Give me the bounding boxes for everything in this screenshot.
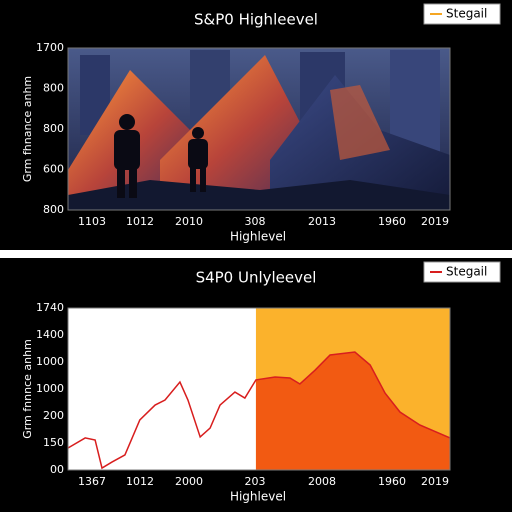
legend-box xyxy=(423,3,501,25)
y-tick-label: 1400 xyxy=(36,328,64,341)
x-tick-label: 1960 xyxy=(378,215,406,228)
area xyxy=(255,352,450,470)
chart-title: S&P0 Highleevel xyxy=(194,11,318,29)
x-tick-label: 2019 xyxy=(421,475,449,488)
x-tick-label: 2000 xyxy=(175,475,203,488)
x-axis-label: Highlevel xyxy=(230,230,286,244)
x-axis-label: Highlevel xyxy=(230,490,286,504)
line xyxy=(67,351,451,470)
x-tick-label: 2013 xyxy=(308,215,336,228)
chart-title: S4P0 Unlyleevel xyxy=(196,269,317,287)
plot-frame xyxy=(67,307,451,471)
y-tick-label: 800 xyxy=(43,203,64,216)
legend-label: Stegail xyxy=(446,265,487,279)
x-tick-label: 1103 xyxy=(78,215,106,228)
y-tick-label: 800 xyxy=(43,82,64,95)
x-tick-label: 1012 xyxy=(126,215,154,228)
y-tick-label: 1740 xyxy=(36,301,64,314)
illustration xyxy=(68,48,450,210)
x-tick-label: 203 xyxy=(245,475,266,488)
x-tick-label: 2010 xyxy=(175,215,203,228)
legend-box xyxy=(423,261,501,283)
y-tick-label: 600 xyxy=(43,163,64,176)
x-tick-label: 1367 xyxy=(78,475,106,488)
legend-label: Stegail xyxy=(446,7,487,21)
y-tick-label: 150 xyxy=(43,436,64,449)
y-axis-label: Grm fnnnce anhm xyxy=(21,339,34,439)
y-tick-label: 200 xyxy=(43,409,64,422)
y-tick-label: 800 xyxy=(43,122,64,135)
x-tick-label: 308 xyxy=(245,215,266,228)
x-tick-label: 1960 xyxy=(378,475,406,488)
x-tick-label: 1012 xyxy=(126,475,154,488)
x-tick-label: 2008 xyxy=(308,475,336,488)
y-tick-label: 1700 xyxy=(36,41,64,54)
y-tick-label: 1000 xyxy=(36,355,64,368)
y-tick-label: 00 xyxy=(50,463,64,476)
y-axis-label: Grm fhnance anhm xyxy=(21,76,34,182)
divider xyxy=(0,250,512,258)
x-tick-label: 2019 xyxy=(421,215,449,228)
plot-frame xyxy=(67,47,451,211)
y-tick-label: 1000 xyxy=(36,382,64,395)
